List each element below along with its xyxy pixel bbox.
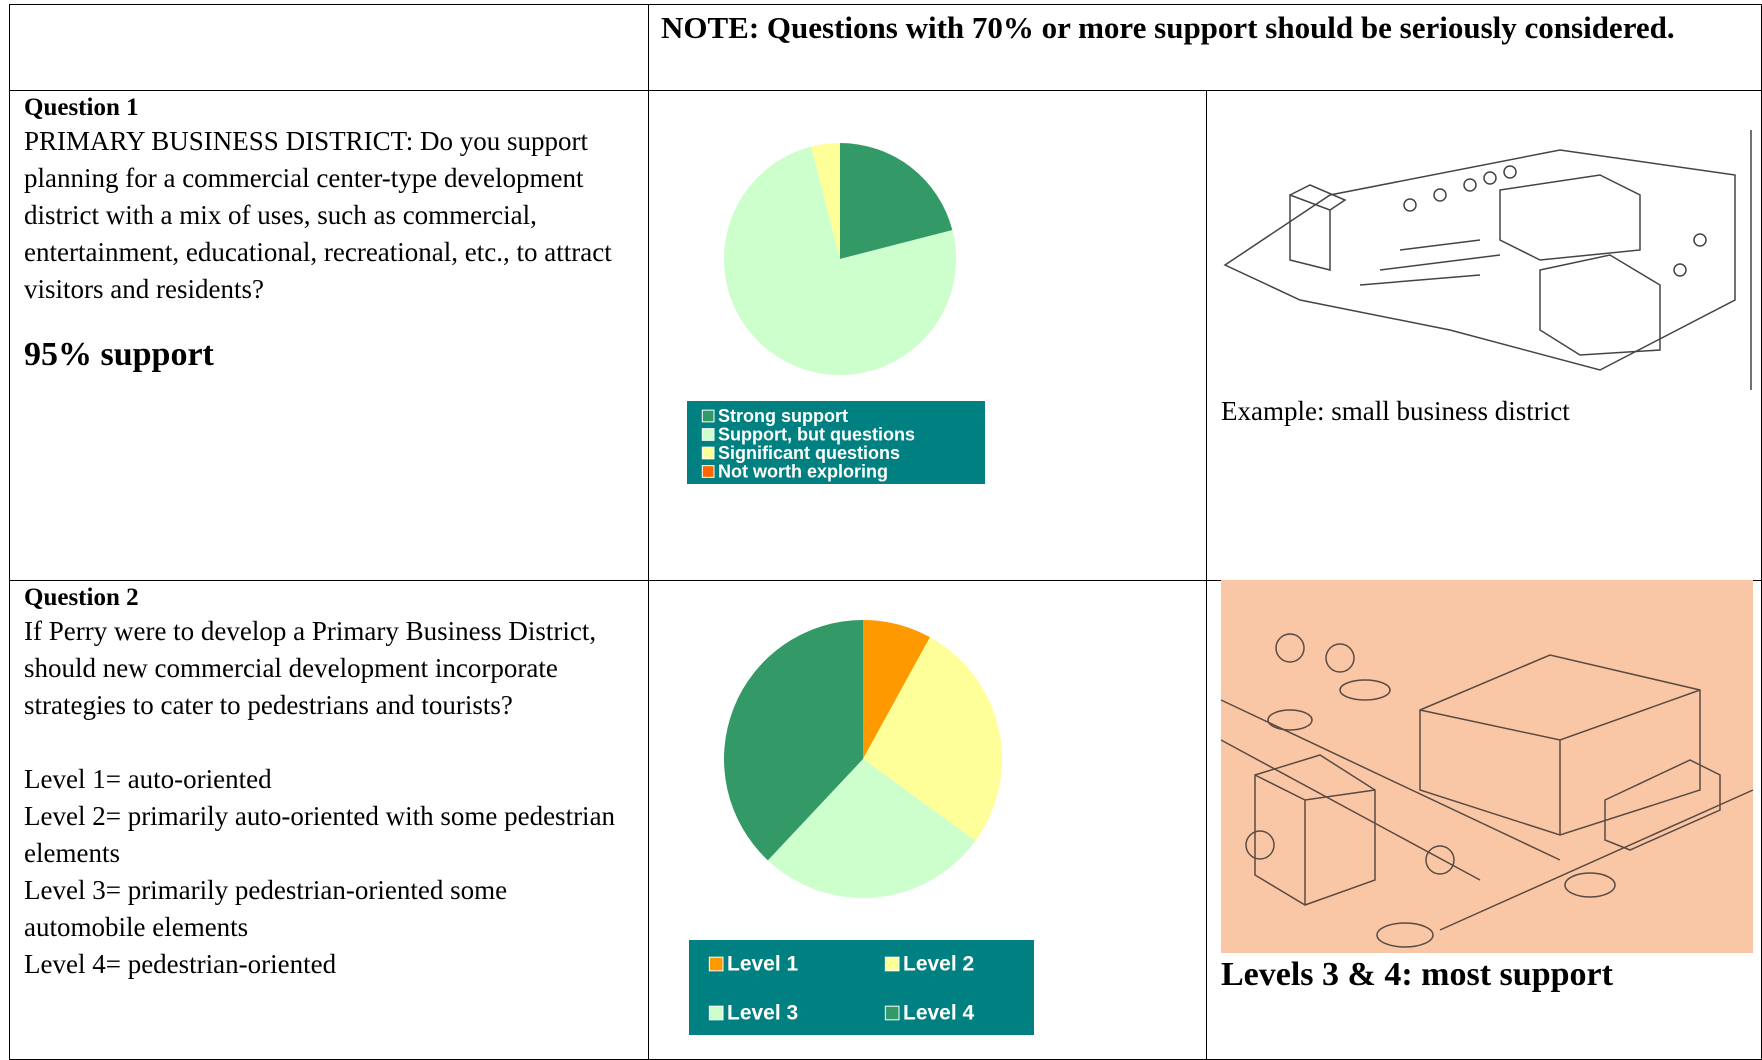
question-text: If Perry were to develop a Primary Busin… <box>24 616 597 720</box>
pie-slice <box>723 620 863 861</box>
question-cell: Question 1 PRIMARY BUSINESS DISTRICT: Do… <box>9 90 649 581</box>
pie-slice <box>863 620 930 759</box>
pie-slice <box>767 759 976 898</box>
pie-slice <box>811 143 840 259</box>
legend-swatch <box>884 1005 900 1021</box>
level: Level 1= auto-oriented <box>24 764 272 794</box>
legend-swatch <box>708 956 724 972</box>
legend-label: Level 1 <box>727 953 799 976</box>
legend-label: Not worth exploring <box>718 461 888 481</box>
image-caption: Example: small business district <box>1221 396 1570 426</box>
level: Level 4= pedestrian-oriented <box>24 949 337 979</box>
legend-label: Level 4 <box>903 1002 975 1025</box>
question-text: PRIMARY BUSINESS DISTRICT: Do you suppor… <box>24 126 612 304</box>
legend-swatch <box>708 1005 724 1021</box>
legend-label: Significant questions <box>718 443 900 463</box>
legend-box <box>689 940 1034 1035</box>
sketch-business-district <box>1223 130 1752 390</box>
legend-swatch <box>701 446 715 460</box>
legend-label: Level 3 <box>727 1002 798 1025</box>
legend-swatch <box>701 409 715 423</box>
question-heading: Question 2 <box>24 584 139 611</box>
legend-swatch <box>884 956 900 972</box>
sketch-street <box>1220 633 1754 948</box>
image-caption: Levels 3 & 4: most support <box>1221 956 1613 993</box>
level: Level 2= primarily auto-oriented with so… <box>24 801 616 868</box>
pie-slice <box>863 637 1002 841</box>
legend-swatch <box>701 465 715 478</box>
result: 95% support <box>24 336 214 373</box>
pie-slice <box>724 146 956 375</box>
legend-label: Strong support <box>718 406 848 426</box>
legend-label: Support, but questions <box>718 424 915 444</box>
legend-swatch <box>701 428 715 441</box>
pie-slice <box>840 143 953 259</box>
question-cell: Question 2 If Perry were to develop a Pr… <box>9 580 649 1060</box>
question-heading: Question 1 <box>24 94 139 121</box>
legend-box <box>687 401 985 484</box>
sketch-background <box>1221 580 1753 953</box>
level: Level 3= primarily pedestrian-oriented s… <box>24 875 508 942</box>
legend-label: Level 2 <box>903 953 974 976</box>
